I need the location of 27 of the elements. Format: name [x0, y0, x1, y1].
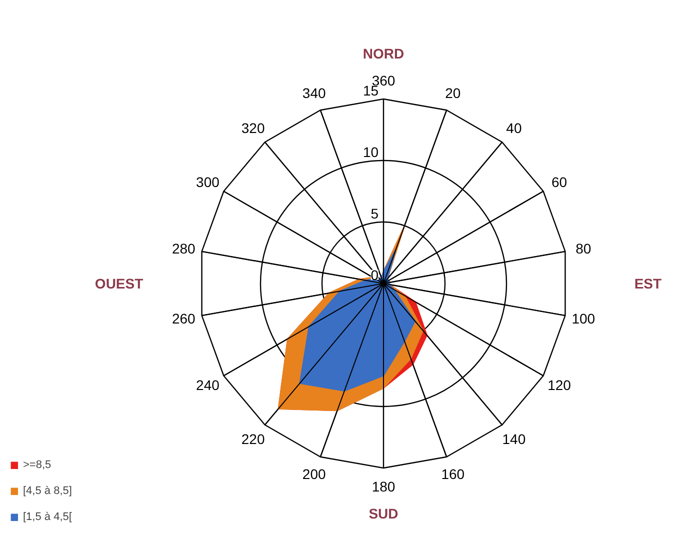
spoke-label: 60: [551, 174, 568, 190]
legend-label: [4,5 à 8,5]: [23, 485, 72, 497]
spoke-label: 320: [241, 120, 265, 136]
spoke-label: 260: [172, 310, 196, 327]
text: EST: [634, 276, 662, 292]
spoke-label: 140: [502, 430, 526, 447]
legend-label: >=8,5: [23, 459, 52, 471]
spoke-label: 20: [445, 84, 461, 101]
legend-label: [1,5 à 4,5[: [23, 511, 72, 523]
y-tick-label: 5: [370, 205, 379, 222]
spoke-label: 300: [196, 174, 220, 190]
spoke-label: 40: [506, 120, 522, 136]
text: SUD: [368, 506, 398, 522]
spoke-label: 180: [372, 478, 396, 494]
y-tick-label: 0: [370, 266, 379, 283]
text: NORD: [362, 45, 404, 62]
spoke-label: 340: [302, 84, 326, 101]
spoke-label: 160: [441, 466, 465, 482]
spoke-label: 240: [196, 376, 220, 393]
spoke-label: 200: [302, 466, 326, 482]
spoke-label: 280: [172, 240, 196, 256]
y-tick-label: 10: [363, 144, 379, 160]
spoke-label: 120: [548, 376, 572, 393]
spoke-label: 100: [572, 310, 596, 327]
spoke-label: 220: [241, 430, 265, 447]
spoke-label: 80: [576, 240, 592, 256]
text: OUEST: [94, 276, 144, 292]
